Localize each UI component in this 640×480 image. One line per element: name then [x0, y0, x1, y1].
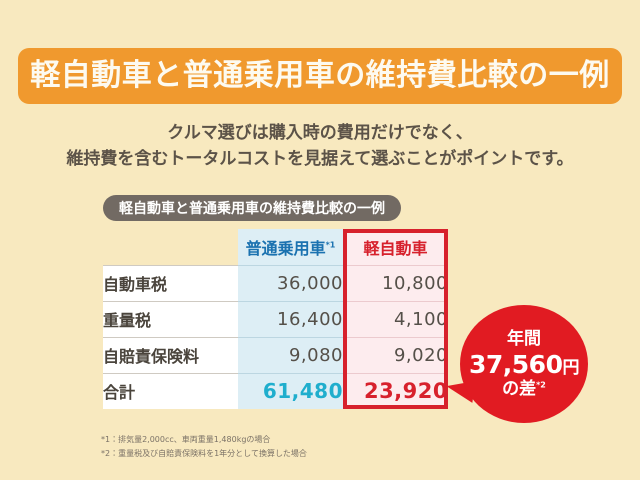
table-header-row: 普通乗用車*1 軽自動車	[103, 229, 448, 265]
column-header-label	[103, 229, 238, 265]
subtitle: クルマ選びは購入時の費用だけでなく、 維持費を含むトータルコストを見据えて選ぶこ…	[0, 120, 640, 172]
table-row: 重量税 16,400 4,100	[103, 300, 448, 337]
bubble-amount: 37,560	[469, 349, 563, 379]
bubble-body: 年間 37,560円 の差*2	[460, 305, 588, 423]
row-label-automobile-tax: 自動車税	[103, 264, 238, 301]
table-row: 自賠責保険料 9,080 9,020	[103, 336, 448, 373]
bubble-line-annual: 年間	[507, 328, 541, 349]
footnote-2: *2：重量税及び自賠責保険料を1年分として換算した場合	[101, 449, 307, 458]
comparison-table: 普通乗用車*1 軽自動車 自動車税 36,000 10,800 重量税 16,4…	[103, 229, 448, 409]
value-kei-automobile-tax: 10,800	[343, 264, 448, 301]
column-header-normal-car-text: 普通乗用車	[245, 238, 326, 258]
table-row: 自動車税 36,000 10,800	[103, 264, 448, 301]
bubble-amount-row: 37,560円	[469, 352, 579, 377]
bubble-yen-unit: 円	[562, 357, 579, 378]
value-normal-weight-tax: 16,400	[238, 300, 343, 337]
value-normal-automobile-tax: 36,000	[238, 264, 343, 301]
bubble-difference-label: の差	[502, 378, 537, 399]
column-header-kei-car: 軽自動車	[343, 229, 448, 265]
value-normal-liability-insurance: 9,080	[238, 336, 343, 373]
value-kei-weight-tax: 4,100	[343, 300, 448, 337]
subtitle-line-1: クルマ選びは購入時の費用だけでなく、	[167, 123, 473, 143]
table-row-total: 合計 61,480 23,920	[103, 372, 448, 409]
value-kei-total: 23,920	[343, 372, 448, 409]
page-title: 軽自動車と普通乗用車の維持費比較の一例	[30, 58, 610, 93]
column-header-normal-car: 普通乗用車*1	[238, 229, 343, 265]
table-badge: 軽自動車と普通乗用車の維持費比較の一例	[103, 195, 401, 221]
subtitle-line-2: 維持費を含むトータルコストを見据えて選ぶことがポイントです。	[66, 149, 574, 169]
bubble-footnote-mark: *2	[536, 379, 546, 389]
page-title-bar: 軽自動車と普通乗用車の維持費比較の一例	[18, 48, 622, 104]
savings-callout-bubble: 年間 37,560円 の差*2	[444, 305, 588, 425]
value-kei-liability-insurance: 9,020	[343, 336, 448, 373]
row-label-weight-tax: 重量税	[103, 300, 238, 337]
column-header-normal-car-footnote-mark: *1	[325, 240, 336, 250]
row-label-liability-insurance: 自賠責保険料	[103, 336, 238, 373]
bubble-difference-row: の差*2	[502, 378, 546, 399]
footnotes: *1：排気量2,000cc、車両重量1,480kgの場合 *2：重量税及び自賠責…	[101, 433, 307, 461]
value-normal-total: 61,480	[238, 372, 343, 409]
footnote-1: *1：排気量2,000cc、車両重量1,480kgの場合	[101, 435, 271, 444]
row-label-total: 合計	[103, 372, 238, 409]
